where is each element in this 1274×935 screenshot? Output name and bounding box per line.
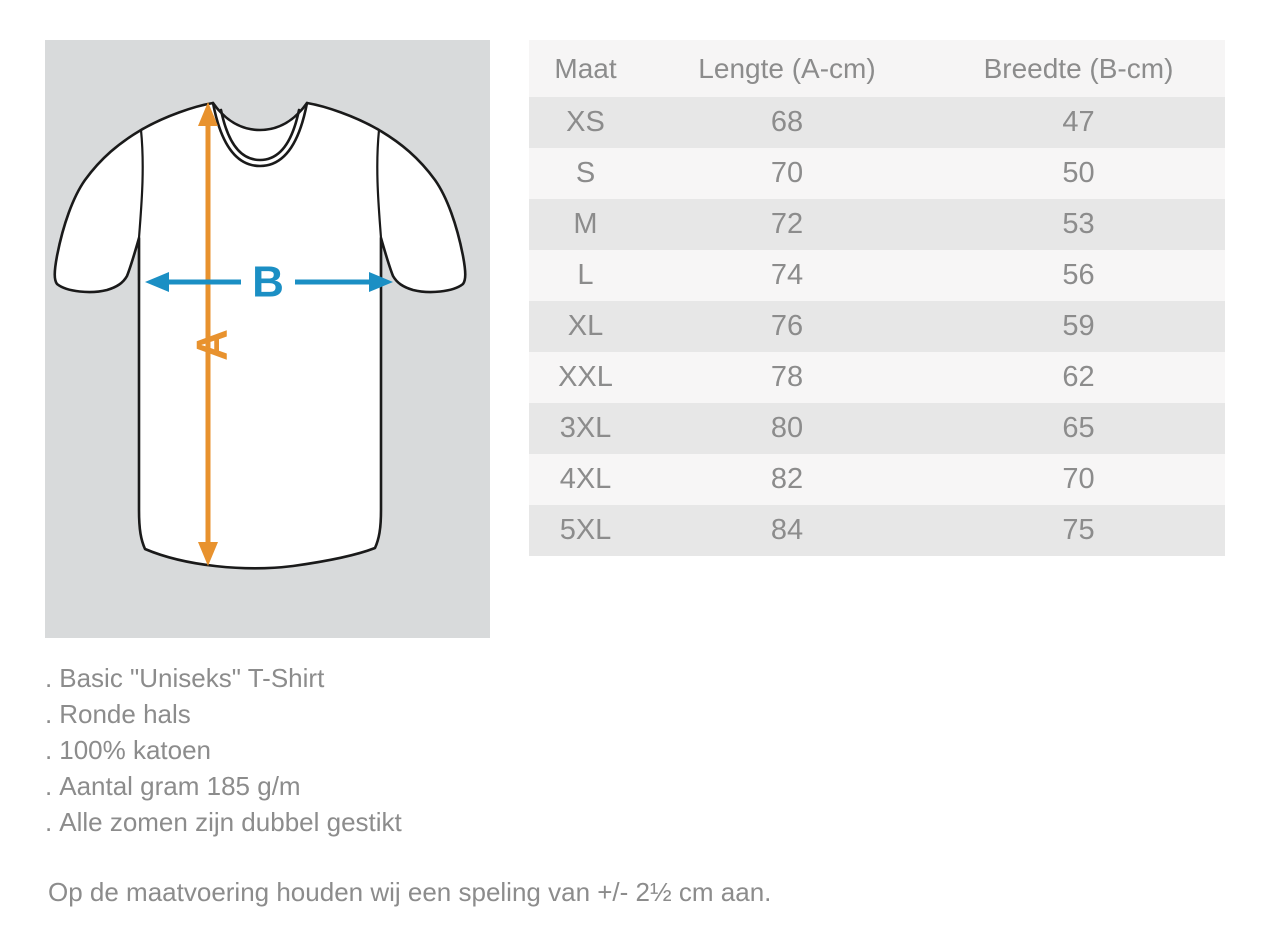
cell-length: 84 — [770, 514, 804, 546]
feature-text: Alle zomen zijn dubbel gestikt — [59, 807, 402, 837]
feature-text: Basic "Uniseks" T-Shirt — [59, 663, 325, 693]
cell-size: S — [575, 157, 596, 189]
t-shirt-diagram: A B — [53, 101, 467, 570]
cell-length: 80 — [770, 412, 804, 444]
width-label-B: B — [252, 258, 284, 307]
length-measure-arrow — [198, 102, 218, 566]
shirt-body-outline — [53, 101, 467, 570]
table-row: 3XL 80 65 — [529, 403, 1225, 454]
bullet-dot: . — [45, 663, 53, 693]
cell-length: 70 — [770, 157, 804, 189]
cell-size: L — [577, 259, 594, 291]
table-row: S 70 50 — [529, 148, 1225, 199]
cell-size: XXL — [558, 361, 613, 393]
cell-width: 65 — [1062, 412, 1095, 444]
feature-text: Ronde hals — [59, 699, 191, 729]
column-header-width: Breedte (B-cm) — [983, 52, 1174, 84]
feature-text: Aantal gram 185 g/m — [59, 771, 301, 801]
table-row: 4XL 82 70 — [529, 454, 1225, 505]
tolerance-note: Op de maatvoering houden wij een speling… — [48, 877, 772, 907]
shirt-illustration-panel: A B — [45, 40, 490, 638]
cell-size: 3XL — [559, 412, 612, 444]
table-header-row: Maat Lengte (A-cm) Breedte (B-cm) — [529, 40, 1225, 97]
bullet-dot: . — [45, 807, 53, 837]
cell-width: 62 — [1062, 361, 1095, 393]
width-measure-arrow — [145, 272, 393, 292]
right-armhole-seam — [376, 128, 383, 282]
list-item: . Ronde hals — [45, 696, 402, 732]
table-row: XS 68 47 — [529, 97, 1225, 148]
cell-size: 5XL — [559, 514, 612, 546]
table-row: L 74 56 — [529, 250, 1225, 301]
cell-width: 75 — [1062, 514, 1095, 546]
cell-width: 70 — [1062, 463, 1095, 495]
table-row: M 72 53 — [529, 199, 1225, 250]
size-chart-table: Maat Lengte (A-cm) Breedte (B-cm) XS 68 … — [529, 40, 1225, 556]
collar-inner-line — [219, 108, 301, 162]
cell-width: 59 — [1062, 310, 1095, 342]
cell-size: XS — [566, 106, 605, 138]
bullet-dot: . — [45, 771, 53, 801]
cell-length: 72 — [770, 208, 804, 240]
cell-width: 50 — [1062, 157, 1095, 189]
cell-length: 74 — [770, 259, 804, 291]
cell-size: XL — [567, 310, 604, 342]
feature-text: 100% katoen — [59, 735, 212, 765]
cell-size: M — [573, 208, 598, 240]
column-header-length: Lengte (A-cm) — [698, 52, 876, 84]
cell-width: 47 — [1062, 106, 1095, 138]
cell-length: 76 — [770, 310, 804, 342]
table-row: XL 76 59 — [529, 301, 1225, 352]
table-row: 5XL 84 75 — [529, 505, 1225, 556]
cell-length: 82 — [770, 463, 804, 495]
bullet-dot: . — [45, 735, 53, 765]
length-label-A: A — [188, 329, 237, 361]
collar-outer-line — [211, 101, 309, 168]
cell-width: 56 — [1062, 259, 1095, 291]
list-item: . 100% katoen — [45, 732, 402, 768]
cell-length: 78 — [770, 361, 804, 393]
cell-size: 4XL — [559, 463, 612, 495]
cell-length: 68 — [770, 106, 804, 138]
list-item: . Basic "Uniseks" T-Shirt — [45, 660, 402, 696]
column-header-size: Maat — [554, 52, 617, 84]
list-item: . Aantal gram 185 g/m — [45, 768, 402, 804]
product-feature-list: . Basic "Uniseks" T-Shirt . Ronde hals . 10… — [45, 660, 402, 840]
cell-width: 53 — [1062, 208, 1095, 240]
table-row: XXL 78 62 — [529, 352, 1225, 403]
bullet-dot: . — [45, 699, 53, 729]
left-armhole-seam — [137, 128, 144, 282]
list-item: . Alle zomen zijn dubbel gestikt — [45, 804, 402, 840]
